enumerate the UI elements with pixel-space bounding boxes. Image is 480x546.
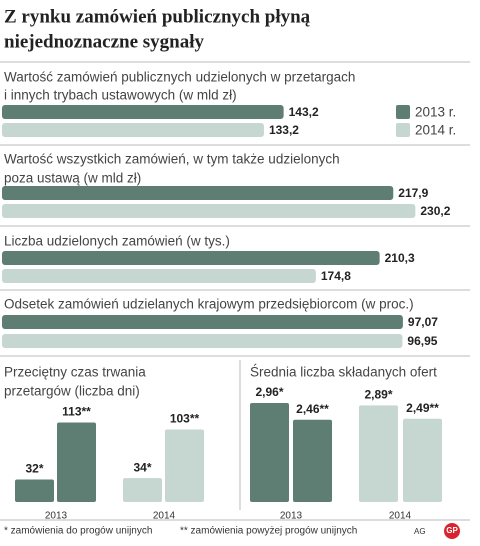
bar (293, 419, 332, 502)
bar (403, 418, 442, 502)
legend-swatch (396, 105, 410, 119)
value-label: 34* (133, 460, 151, 474)
value-label: 210,3 (385, 251, 415, 265)
bar (2, 251, 380, 265)
footnote: ** zamówienia powyżej progów unijnych (180, 526, 357, 537)
bar (2, 105, 284, 119)
bar (359, 405, 398, 502)
chart-title: i innych trybach ustawowych (w mld zł) (4, 88, 237, 103)
value-label: 113** (62, 405, 91, 419)
value-label: 217,9 (398, 186, 428, 200)
logo (444, 523, 460, 539)
chart-title: Odsetek zamówień udzielanych krajowym pr… (4, 297, 414, 312)
legend-label: 2014 r. (415, 123, 456, 138)
chart-title: Liczba udzielonych zamówień (w tys.) (4, 234, 230, 249)
value-label: 133,2 (269, 123, 299, 137)
bar (165, 429, 204, 502)
x-tick-label: 2013 (280, 511, 303, 522)
chart-title: Wartość wszystkich zamówień, w tym także… (4, 152, 340, 167)
bar (2, 186, 394, 200)
value-label: 96,95 (407, 334, 437, 348)
chart-title: poza ustawą (w mld zł) (4, 171, 141, 186)
credit: AG (414, 527, 426, 536)
x-tick-label: 2013 (45, 511, 68, 522)
title-line: Z rynku zamówień publicznych płyną (4, 6, 311, 27)
chart-title: Wartość zamówień publicznych udzielonych… (4, 70, 355, 85)
x-tick-label: 2014 (153, 511, 176, 522)
value-label: 2,89* (364, 388, 392, 402)
chart-title: przetargów (liczba dni) (4, 384, 140, 399)
value-label: 32* (25, 462, 43, 476)
x-tick-label: 2014 (389, 511, 412, 522)
bar (123, 478, 162, 502)
value-label: 97,07 (408, 315, 438, 329)
legend-label: 2013 r. (415, 105, 456, 120)
value-label: 174,8 (321, 269, 351, 283)
bar (2, 334, 403, 348)
bar (250, 403, 289, 502)
title-line: niejednoznaczne sygnały (4, 31, 205, 52)
logo-text: GP (446, 526, 458, 535)
chart-title: Przeciętny czas trwania (4, 365, 146, 380)
bar (2, 204, 416, 218)
value-label: 103** (170, 412, 200, 426)
bar (2, 315, 403, 329)
value-label: 230,2 (420, 204, 450, 218)
value-label: 2,46** (296, 402, 329, 416)
legend-swatch (396, 123, 410, 137)
bar (15, 479, 54, 502)
bar (57, 422, 96, 502)
value-label: 143,2 (289, 105, 319, 119)
bar (2, 123, 264, 137)
chart-title: Średnia liczba składanych ofert (250, 365, 437, 380)
bar (2, 269, 316, 283)
value-label: 2,49** (406, 401, 439, 415)
footnote: * zamówienia do progów unijnych (4, 526, 152, 537)
value-label: 2,96* (255, 385, 283, 399)
